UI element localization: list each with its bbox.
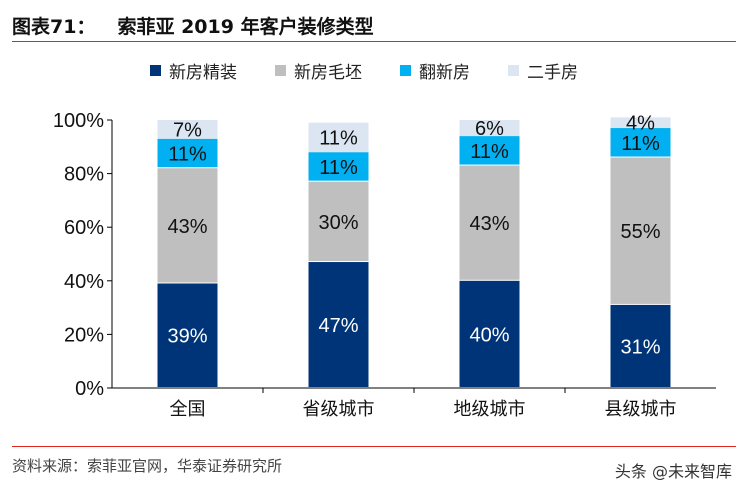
bar-segment [610, 157, 671, 304]
y-tick-label: 100% [53, 110, 104, 132]
bar-segment [157, 120, 218, 139]
x-tick-label: 全国 [170, 399, 206, 420]
source-note: 资料来源：索菲亚官网，华泰证券研究所 [12, 457, 283, 475]
legend: 新房精装 新房毛坯 翻新房 二手房 [150, 58, 578, 83]
bar-segment [459, 120, 520, 137]
legend-item: 新房精装 [150, 58, 237, 83]
data-label: 7% [173, 119, 202, 141]
data-label: 31% [620, 336, 660, 358]
data-label: 30% [318, 212, 358, 234]
data-label: 11% [621, 133, 660, 155]
bar-segment [459, 136, 520, 165]
data-label: 11% [319, 127, 358, 149]
legend-item: 翻新房 [400, 58, 470, 83]
data-label: 11% [319, 157, 358, 179]
legend-swatch [150, 65, 161, 76]
data-label: 39% [167, 326, 207, 348]
bar-segment [308, 181, 369, 262]
data-label: 47% [318, 315, 358, 337]
title-label: 图表71： [12, 16, 96, 38]
data-label: 4% [626, 113, 655, 135]
bar-segment [610, 304, 671, 387]
data-label: 11% [470, 141, 509, 163]
legend-swatch [275, 65, 286, 76]
bar-segment [610, 128, 671, 157]
legend-item: 新房毛坯 [275, 58, 362, 83]
title-divider [12, 41, 736, 42]
bar-segment [308, 152, 369, 181]
legend-swatch [400, 65, 411, 76]
title-text: 索菲亚 2019 年客户装修类型 [117, 16, 374, 38]
data-label: 43% [469, 213, 509, 235]
bar-segment [308, 122, 369, 153]
data-label: 40% [469, 324, 509, 346]
legend-swatch [508, 65, 519, 76]
bar-segment [308, 262, 369, 387]
legend-item: 二手房 [508, 58, 578, 83]
bar-segment [459, 165, 520, 280]
bar-segment [157, 138, 218, 168]
y-tick-label: 60% [64, 217, 104, 239]
legend-label: 新房毛坯 [294, 63, 362, 83]
y-tick-label: 40% [64, 271, 104, 293]
x-tick-label: 省级城市 [303, 399, 375, 420]
legend-label: 新房精装 [169, 63, 237, 83]
legend-label: 二手房 [527, 63, 578, 83]
data-label: 11% [168, 144, 207, 166]
chart-title: 图表71： 索菲亚 2019 年客户装修类型 [12, 12, 374, 39]
y-tick-label: 20% [64, 324, 104, 346]
data-label: 55% [620, 221, 660, 243]
x-tick-label: 县级城市 [605, 399, 677, 420]
watermark: 头条 @未来智库 [614, 462, 732, 481]
bar-segment [610, 117, 671, 129]
y-tick-label: 80% [64, 164, 104, 186]
data-label: 6% [475, 118, 504, 140]
source-divider [12, 446, 736, 447]
legend-label: 翻新房 [419, 63, 470, 83]
bar-segment [157, 168, 218, 283]
bar-segment [157, 283, 218, 387]
x-tick-label: 地级城市 [454, 399, 526, 420]
y-tick-label: 0% [75, 378, 104, 400]
chart: 0% 20% 40% 60% 80% 100% 全国 39% 43% 11% 7% 省级城市 47% 30… [53, 110, 716, 420]
data-label: 43% [167, 216, 207, 238]
bar-segment [459, 280, 520, 387]
